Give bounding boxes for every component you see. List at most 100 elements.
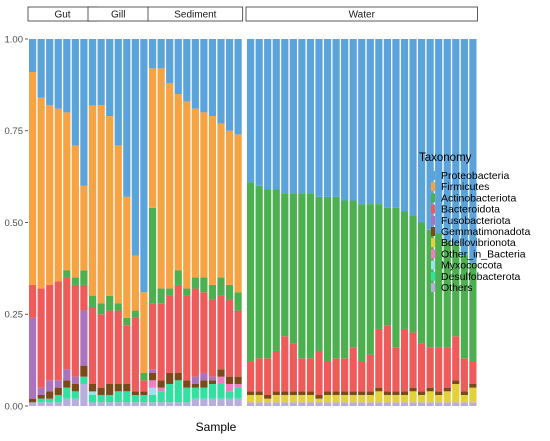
bar-segment-gemmatimonadota <box>225 376 234 384</box>
bar-segment-gemmatimonadota <box>375 387 383 392</box>
bar-segment-others <box>54 402 62 406</box>
bars-layer <box>29 39 477 406</box>
bar-segment-others <box>255 402 263 406</box>
bar-segment-bdellovibrionota <box>298 394 306 403</box>
bar <box>315 39 323 406</box>
bar <box>332 39 340 406</box>
bar-segment-desulfobacterota <box>225 391 234 399</box>
bar <box>426 39 434 406</box>
facet-strip-label: Water <box>349 10 376 21</box>
bar-segment-bacteroidota <box>208 299 217 377</box>
facet-water-bars <box>247 39 477 406</box>
bar-segment-others <box>469 402 477 406</box>
bar-segment-others <box>217 398 225 406</box>
facet-strips: Gut Gill Sediment Water <box>27 6 478 22</box>
bar-segment-actinobacteriota <box>166 288 174 296</box>
bar <box>383 39 391 406</box>
bar <box>97 39 105 406</box>
legend-swatch <box>431 260 435 270</box>
bar-segment-firmicutes <box>97 105 105 304</box>
bar-segment-proteobacteria <box>54 39 62 109</box>
legend-swatch <box>431 238 435 248</box>
bar-segment-others <box>37 402 45 406</box>
bar-segment-firmicutes <box>131 255 139 311</box>
bar-segment-desulfobacterota <box>37 398 45 403</box>
bar-segment-others <box>183 402 191 406</box>
bar-segment-bdellovibrionota <box>435 394 443 403</box>
bar-segment-gemmatimonadota <box>208 380 217 384</box>
bar-segment-actinobacteriota <box>140 372 148 381</box>
bar-segment-gemmatimonadota <box>272 391 280 395</box>
bar-segment-actinobacteriota <box>332 196 340 359</box>
bar-segment-gemmatimonadota <box>435 391 443 395</box>
bar <box>191 39 199 406</box>
bar-segment-bacteroidota <box>306 358 315 392</box>
bar-segment-bdellovibrionota <box>306 394 315 403</box>
bar-segment-bdellovibrionota <box>247 394 255 403</box>
bar-segment-actinobacteriota <box>358 204 366 362</box>
bar <box>54 39 62 406</box>
bar <box>234 39 242 406</box>
bar-segment-bacteroidota <box>383 325 391 392</box>
bar-segment-actinobacteriota <box>315 196 323 351</box>
bar-segment-proteobacteria <box>349 39 357 201</box>
bar-segment-bacteroidota <box>332 358 340 392</box>
bar-segment-proteobacteria <box>37 39 45 98</box>
facet-strip-gut: Gut <box>27 6 98 22</box>
bar-segment-actinobacteriota <box>409 215 417 333</box>
bar-segment-proteobacteria <box>183 39 191 102</box>
bar-segment-actinobacteriota <box>272 189 280 351</box>
facet-strip-gill: Gill <box>87 6 149 22</box>
bar-segment-gemmatimonadota <box>332 391 340 395</box>
bar-segment-bacteroidota <box>247 361 255 392</box>
legend-label: Myxococcota <box>441 260 502 272</box>
bar-segment-desulfobacterota <box>200 387 208 399</box>
bar-segment-actinobacteriota <box>264 189 272 359</box>
legend-item: Actinobacteriota <box>431 192 516 204</box>
bar-segment-bacteroidota <box>255 358 263 392</box>
legend-label: Fusobacteriota <box>441 215 511 227</box>
bar-segment-desulfobacterota <box>191 387 199 399</box>
bar-segment-gemmatimonadota <box>157 380 165 388</box>
bar-segment-desulfobacterota <box>123 391 131 403</box>
legend-item: Others <box>431 282 473 294</box>
bar-segment-proteobacteria <box>460 39 468 256</box>
bar-segment-bacteroidota <box>54 281 62 381</box>
bar-segment-fusobacteriota <box>80 310 88 366</box>
bar-segment-others <box>234 398 242 406</box>
bar-segment-others <box>71 398 79 406</box>
bar-segment-bdellovibrionota <box>264 398 272 403</box>
bar-segment-gemmatimonadota <box>140 391 148 395</box>
bar-segment-bacteroidota <box>452 336 460 381</box>
bar-segment-proteobacteria <box>264 39 272 190</box>
bar-segment-others <box>97 402 105 406</box>
legend-label: Others <box>441 282 473 294</box>
bar-segment-proteobacteria <box>200 39 208 113</box>
legend-swatch <box>431 182 435 192</box>
bar-segment-bdellovibrionota <box>409 391 417 403</box>
bar-segment-bacteroidota <box>426 347 434 388</box>
bar-segment-others <box>80 383 88 406</box>
legend-item: Gemmatimonadota <box>431 226 530 238</box>
bar-segment-gemmatimonadota <box>80 365 88 377</box>
bar-segment-others <box>174 402 182 406</box>
facet-strip-label: Gut <box>54 10 70 21</box>
legend-title: Taxonomy <box>419 152 472 164</box>
bar-segment-bacteroidota <box>225 299 234 377</box>
bar-segment-gemmatimonadota <box>298 391 306 395</box>
bar <box>106 39 114 406</box>
legend-label: Gemmatimonadota <box>441 226 530 238</box>
bar-segment-others <box>166 402 174 406</box>
bar <box>200 39 208 406</box>
bar-segment-bacteroidota <box>469 361 477 384</box>
bar-segment-bacteroidota <box>191 288 199 377</box>
bar-segment-bacteroidota <box>140 380 148 392</box>
bar-segment-bacteroidota <box>392 347 400 392</box>
bar <box>80 39 88 406</box>
bar-segment-proteobacteria <box>247 39 255 183</box>
bar-segment-bacteroidota <box>409 332 417 388</box>
bar-segment-proteobacteria <box>217 39 225 124</box>
bar-segment-desulfobacterota <box>114 391 122 403</box>
bar-segment-bacteroidota <box>97 314 105 388</box>
bar-segment-gemmatimonadota <box>323 391 332 395</box>
